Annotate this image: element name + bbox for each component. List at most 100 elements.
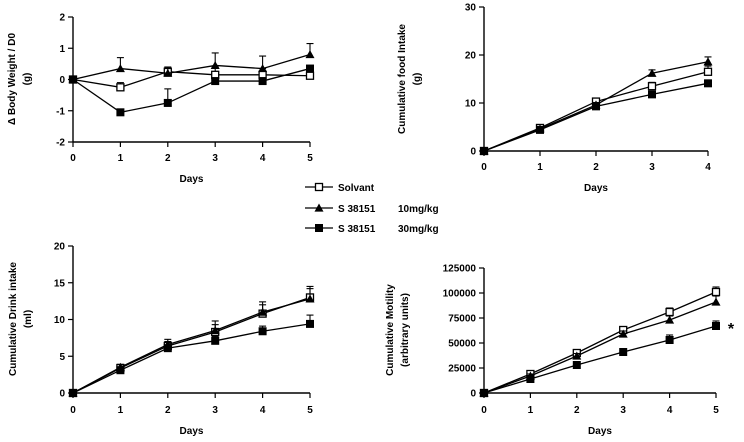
y-tick-label: 2	[59, 13, 65, 24]
data-point-marker	[703, 67, 713, 76]
x-tick-label: 0	[70, 153, 76, 164]
y-axis-label: Cumulative Drink intake	[8, 262, 19, 376]
series-line	[72, 298, 311, 394]
data-point-marker	[526, 375, 535, 383]
x-tick-label: 2	[165, 153, 171, 164]
series-2	[480, 79, 712, 155]
y-tick-label: 10	[465, 99, 477, 110]
x-tick-label: 5	[307, 153, 313, 164]
data-point-marker	[211, 336, 220, 345]
chart-panel-drink-intake: 0 5 10 15 20 0 1 2 3 4 5 Days Cumulative Drink intak…	[8, 242, 315, 437]
y-tick-label: 25000	[448, 364, 476, 375]
y-tick-label: 75000	[448, 314, 476, 325]
data-point-marker	[711, 287, 721, 297]
data-point-marker	[211, 77, 220, 86]
x-tick-label: 5	[713, 405, 719, 416]
legend-label: Solvant	[338, 183, 375, 194]
chart-panel-motility: 0 25000 50000 75000 100000 125000 0 1 2 3 4 5 Days Cu…	[385, 264, 735, 438]
series-line	[72, 296, 311, 394]
x-tick-label: 4	[260, 405, 266, 416]
data-point-marker	[703, 57, 713, 66]
data-point-marker	[480, 147, 488, 155]
y-axis-label: (g)	[412, 73, 423, 86]
y-tick-label: 50000	[448, 339, 476, 350]
data-point-marker	[647, 68, 657, 77]
series-line	[72, 67, 311, 114]
y-tick-label: 0	[470, 389, 476, 400]
series-2	[69, 314, 314, 397]
data-point-marker	[210, 326, 220, 335]
series-2	[480, 320, 720, 397]
legend: Solvant S 38151 10mg/kg S 38151 30mg/kg	[305, 182, 439, 235]
legend-marker	[314, 182, 324, 192]
data-point-marker	[116, 108, 125, 117]
series-line	[72, 53, 311, 81]
y-tick-label: 20	[54, 242, 66, 253]
data-point-marker	[305, 294, 315, 303]
x-tick-label: 0	[481, 405, 487, 416]
y-axis-label: (g)	[22, 73, 33, 86]
y-axis-label: Cumulative food Intake	[397, 24, 408, 134]
x-tick-label: 2	[574, 405, 580, 416]
y-tick-label: 5	[59, 352, 65, 363]
data-point-marker	[258, 327, 267, 336]
data-point-marker	[711, 297, 721, 306]
data-point-marker	[618, 329, 628, 338]
data-point-marker	[163, 98, 172, 107]
x-tick-label: 0	[481, 162, 487, 173]
data-point-marker	[647, 82, 657, 91]
data-point-marker	[258, 77, 267, 86]
x-tick-label: 0	[70, 405, 76, 416]
series-line	[483, 325, 717, 394]
x-tick-label: 1	[528, 405, 534, 416]
legend-dose: 10mg/kg	[398, 204, 439, 215]
legend-dose: 30mg/kg	[398, 224, 439, 235]
data-point-marker	[163, 344, 172, 353]
x-tick-label: 2	[165, 405, 171, 416]
data-point-marker	[116, 83, 125, 92]
x-tick-label: 2	[593, 162, 599, 173]
x-tick-label: 3	[649, 162, 655, 173]
legend-label: S 38151	[338, 224, 376, 235]
y-tick-label: 10	[54, 315, 66, 326]
data-point-marker	[665, 336, 674, 344]
data-point-marker	[619, 348, 628, 356]
series-1	[68, 43, 315, 84]
x-tick-label: 3	[212, 153, 218, 164]
legend-marker	[314, 203, 324, 212]
x-tick-label: 1	[118, 153, 124, 164]
y-tick-label: 15	[54, 278, 66, 289]
legend-marker	[315, 224, 323, 232]
y-tick-label: 20	[465, 51, 477, 62]
y-tick-label: -2	[56, 138, 65, 149]
x-tick-label: 3	[620, 405, 626, 416]
y-axis-label: (ml)	[23, 310, 34, 328]
x-axis-label: Days	[584, 183, 608, 194]
data-point-marker	[69, 389, 77, 397]
series-0	[68, 285, 315, 398]
x-tick-label: 4	[667, 405, 673, 416]
data-point-marker	[306, 64, 314, 73]
data-point-marker	[572, 351, 582, 360]
data-point-marker	[536, 125, 544, 134]
significance-star: *	[728, 321, 735, 338]
series-line	[72, 71, 311, 88]
y-tick-label: 100000	[443, 289, 477, 300]
data-point-marker	[712, 322, 720, 330]
series-0	[68, 66, 315, 92]
y-tick-label: 125000	[443, 264, 477, 275]
x-tick-label: 4	[260, 153, 266, 164]
data-point-marker	[572, 361, 581, 369]
data-point-marker	[306, 319, 314, 328]
series-line	[483, 71, 709, 152]
data-point-marker	[665, 307, 674, 317]
data-point-marker	[592, 102, 600, 111]
data-point-marker	[163, 68, 173, 77]
y-axis-label: Cumulative Motility	[385, 284, 396, 376]
y-tick-label: 0	[59, 389, 65, 400]
series-1	[68, 288, 315, 397]
y-axis-label: (arbitrary units)	[400, 293, 411, 367]
data-point-marker	[69, 75, 77, 84]
data-point-marker	[258, 307, 268, 316]
legend-entry: S 38151 10mg/kg	[305, 203, 439, 215]
